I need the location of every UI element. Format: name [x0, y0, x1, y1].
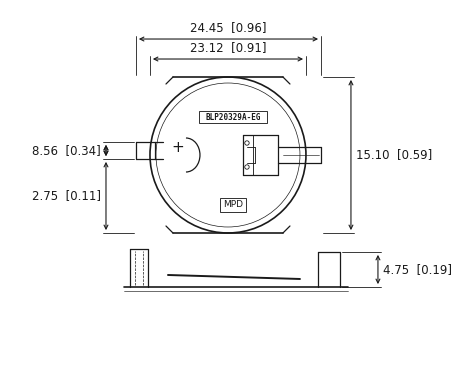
Text: 2.75  [0.11]: 2.75 [0.11]	[32, 189, 101, 203]
Text: 24.45  [0.96]: 24.45 [0.96]	[190, 21, 267, 34]
Text: BLP20329A-EG: BLP20329A-EG	[205, 112, 261, 122]
Text: MPD: MPD	[223, 200, 243, 210]
Text: 4.75  [0.19]: 4.75 [0.19]	[383, 263, 452, 276]
Text: +: +	[171, 139, 184, 154]
Text: 8.56  [0.34]: 8.56 [0.34]	[32, 144, 101, 157]
Text: 23.12  [0.91]: 23.12 [0.91]	[190, 41, 266, 54]
Bar	[199, 111, 267, 123]
Text: 15.10  [0.59]: 15.10 [0.59]	[356, 149, 432, 161]
